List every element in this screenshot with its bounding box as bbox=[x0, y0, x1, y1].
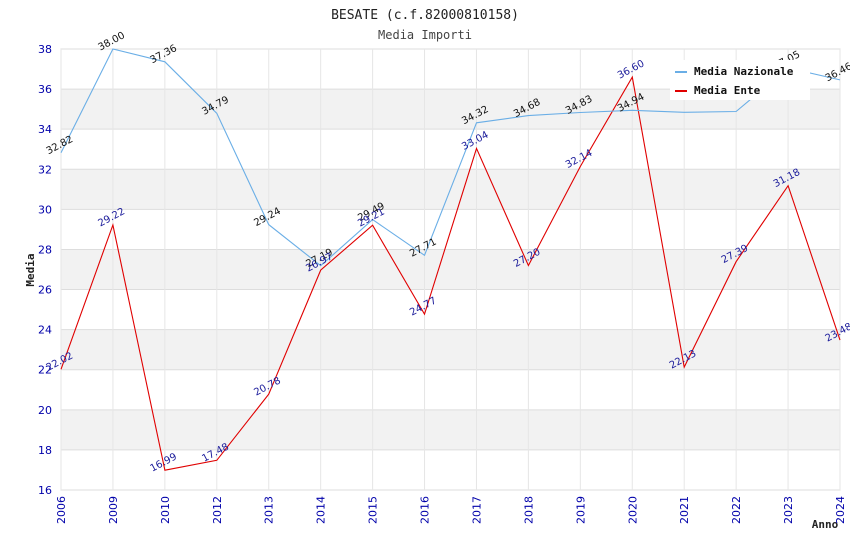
data-label-ente: 36.60 bbox=[616, 58, 646, 81]
y-tick-label: 28 bbox=[38, 243, 52, 256]
grid-bands bbox=[61, 89, 840, 450]
data-label-nazionale: 32.82 bbox=[45, 134, 75, 157]
y-axis-label: Media bbox=[24, 253, 37, 286]
x-tick-label: 2015 bbox=[367, 496, 380, 524]
legend-label-nazionale: Media Nazionale bbox=[694, 65, 794, 78]
series-line-media-nazionale bbox=[60, 48, 841, 267]
grid-lines bbox=[60, 48, 841, 491]
x-tick-label: 2013 bbox=[263, 496, 276, 524]
x-tick-label: 2024 bbox=[834, 496, 847, 524]
x-tick-label: 2009 bbox=[107, 496, 120, 524]
y-tick-label: 18 bbox=[38, 444, 52, 457]
y-tick-label: 36 bbox=[38, 83, 52, 96]
legend-box bbox=[670, 60, 810, 100]
x-tick-label: 2019 bbox=[574, 496, 587, 524]
y-tick-label: 30 bbox=[38, 203, 52, 216]
grid-band bbox=[61, 409, 840, 450]
data-label-ente: 24.77 bbox=[408, 295, 438, 318]
legend-label-ente: Media Ente bbox=[694, 84, 761, 97]
x-tick-label: 2022 bbox=[730, 496, 743, 524]
chart-title: BESATE (c.f.82000810158) bbox=[331, 8, 519, 23]
series-line-media-ente bbox=[60, 75, 841, 471]
y-tick-label: 24 bbox=[38, 324, 52, 337]
x-tick-label: 2020 bbox=[626, 496, 639, 524]
y-axis-ticks: 16 18 20 22 24 26 28 30 32 34 36 38 bbox=[38, 43, 52, 497]
data-label-nazionale: 36.46 bbox=[824, 61, 850, 84]
chart-subtitle: Media Importi bbox=[378, 28, 472, 42]
x-tick-label: 2014 bbox=[315, 496, 328, 524]
y-tick-label: 32 bbox=[38, 163, 52, 176]
y-tick-label: 20 bbox=[38, 404, 52, 417]
grid-band bbox=[61, 329, 840, 370]
series-lines bbox=[60, 48, 841, 471]
x-tick-label: 2016 bbox=[419, 496, 432, 524]
x-tick-label: 2018 bbox=[522, 496, 535, 524]
x-tick-label: 2012 bbox=[211, 496, 224, 524]
x-tick-label: 2021 bbox=[678, 496, 691, 524]
y-tick-label: 34 bbox=[38, 123, 52, 136]
data-label-ente: 32.14 bbox=[564, 148, 594, 171]
x-tick-label: 2023 bbox=[782, 496, 795, 524]
data-label-ente: 16.99 bbox=[149, 451, 179, 474]
x-axis-label: Anno bbox=[812, 518, 839, 531]
y-tick-label: 38 bbox=[38, 43, 52, 56]
legend: Media Nazionale Media Ente bbox=[670, 60, 810, 100]
y-tick-label: 22 bbox=[38, 364, 52, 377]
data-label-nazionale: 37.36 bbox=[149, 43, 179, 66]
x-tick-label: 2017 bbox=[470, 496, 483, 524]
x-tick-label: 2010 bbox=[159, 496, 172, 524]
y-tick-label: 26 bbox=[38, 284, 52, 297]
data-label-ente: 33.04 bbox=[460, 130, 490, 153]
x-axis-ticks: 2006 2009 2010 2012 2013 2014 2015 2016 2017 2018… bbox=[55, 496, 847, 524]
grid-band bbox=[61, 249, 840, 290]
y-tick-label: 16 bbox=[38, 484, 52, 497]
data-label-nazionale: 38.00 bbox=[97, 30, 127, 53]
x-tick-label: 2006 bbox=[55, 496, 68, 524]
